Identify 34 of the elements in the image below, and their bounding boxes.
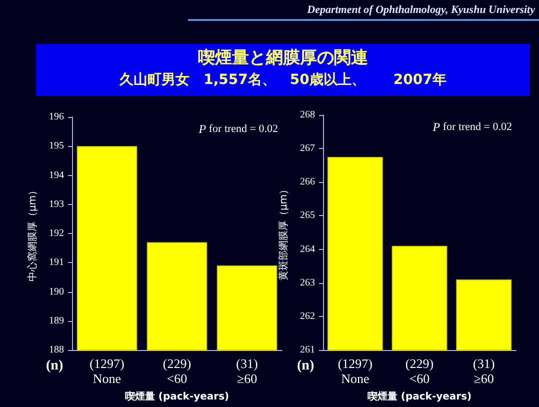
y-tick-label: 190 — [49, 286, 64, 298]
x-tick-label: (31) ≥60 — [236, 356, 258, 386]
y-tick-label: 196 — [49, 112, 64, 122]
text: (n) — [297, 358, 314, 374]
annotation: P for trend = 0.02 — [432, 120, 512, 134]
y-tick-label: 268 — [300, 110, 315, 120]
x-axis-title: 喫煙量 (pack-years) — [124, 390, 230, 402]
x-axis-title: 喫煙量 (pack-years) — [367, 390, 472, 402]
y-tick-label: 266 — [300, 176, 315, 188]
chart-subtitle: 久山町男女 1,557名、 50歳以上、 2007年 — [118, 71, 448, 90]
x-tick-label: (229) <60 — [162, 356, 192, 386]
y-tick-label: 265 — [300, 210, 315, 222]
y-tick-label: 263 — [300, 277, 315, 288]
x-tick-label: (229) <60 — [405, 356, 434, 386]
chart-title: 喫煙量と網膜厚の関連 — [197, 47, 369, 70]
annotation: P for trend = 0.02 — [198, 122, 278, 136]
y-axis-title: 黄斑部網膜厚（μm） — [278, 184, 290, 281]
y-tick-label: 189 — [49, 315, 64, 326]
y-tick-label: 188 — [49, 344, 64, 356]
y-tick-label: 192 — [49, 228, 64, 239]
y-tick-label: 193 — [49, 198, 64, 210]
x-tick-label: (31) ≥60 — [472, 356, 495, 386]
y-tick-label: 195 — [49, 140, 64, 152]
y-tick-label: 262 — [300, 310, 315, 322]
text: Department of Ophthalmology, Kyushu University — [307, 4, 535, 16]
y-tick-label: 194 — [49, 170, 64, 181]
text: (n) — [46, 358, 64, 374]
y-tick-label: 267 — [300, 143, 315, 154]
y-tick-label: 261 — [300, 344, 315, 356]
y-axis-title: 中心窩網膜厚（μm） — [26, 185, 39, 282]
y-tick-label: 191 — [49, 257, 64, 268]
y-tick-label: 264 — [300, 244, 315, 255]
x-tick-label: (1297) None — [338, 356, 373, 386]
x-tick-label: (1297) None — [90, 356, 124, 386]
